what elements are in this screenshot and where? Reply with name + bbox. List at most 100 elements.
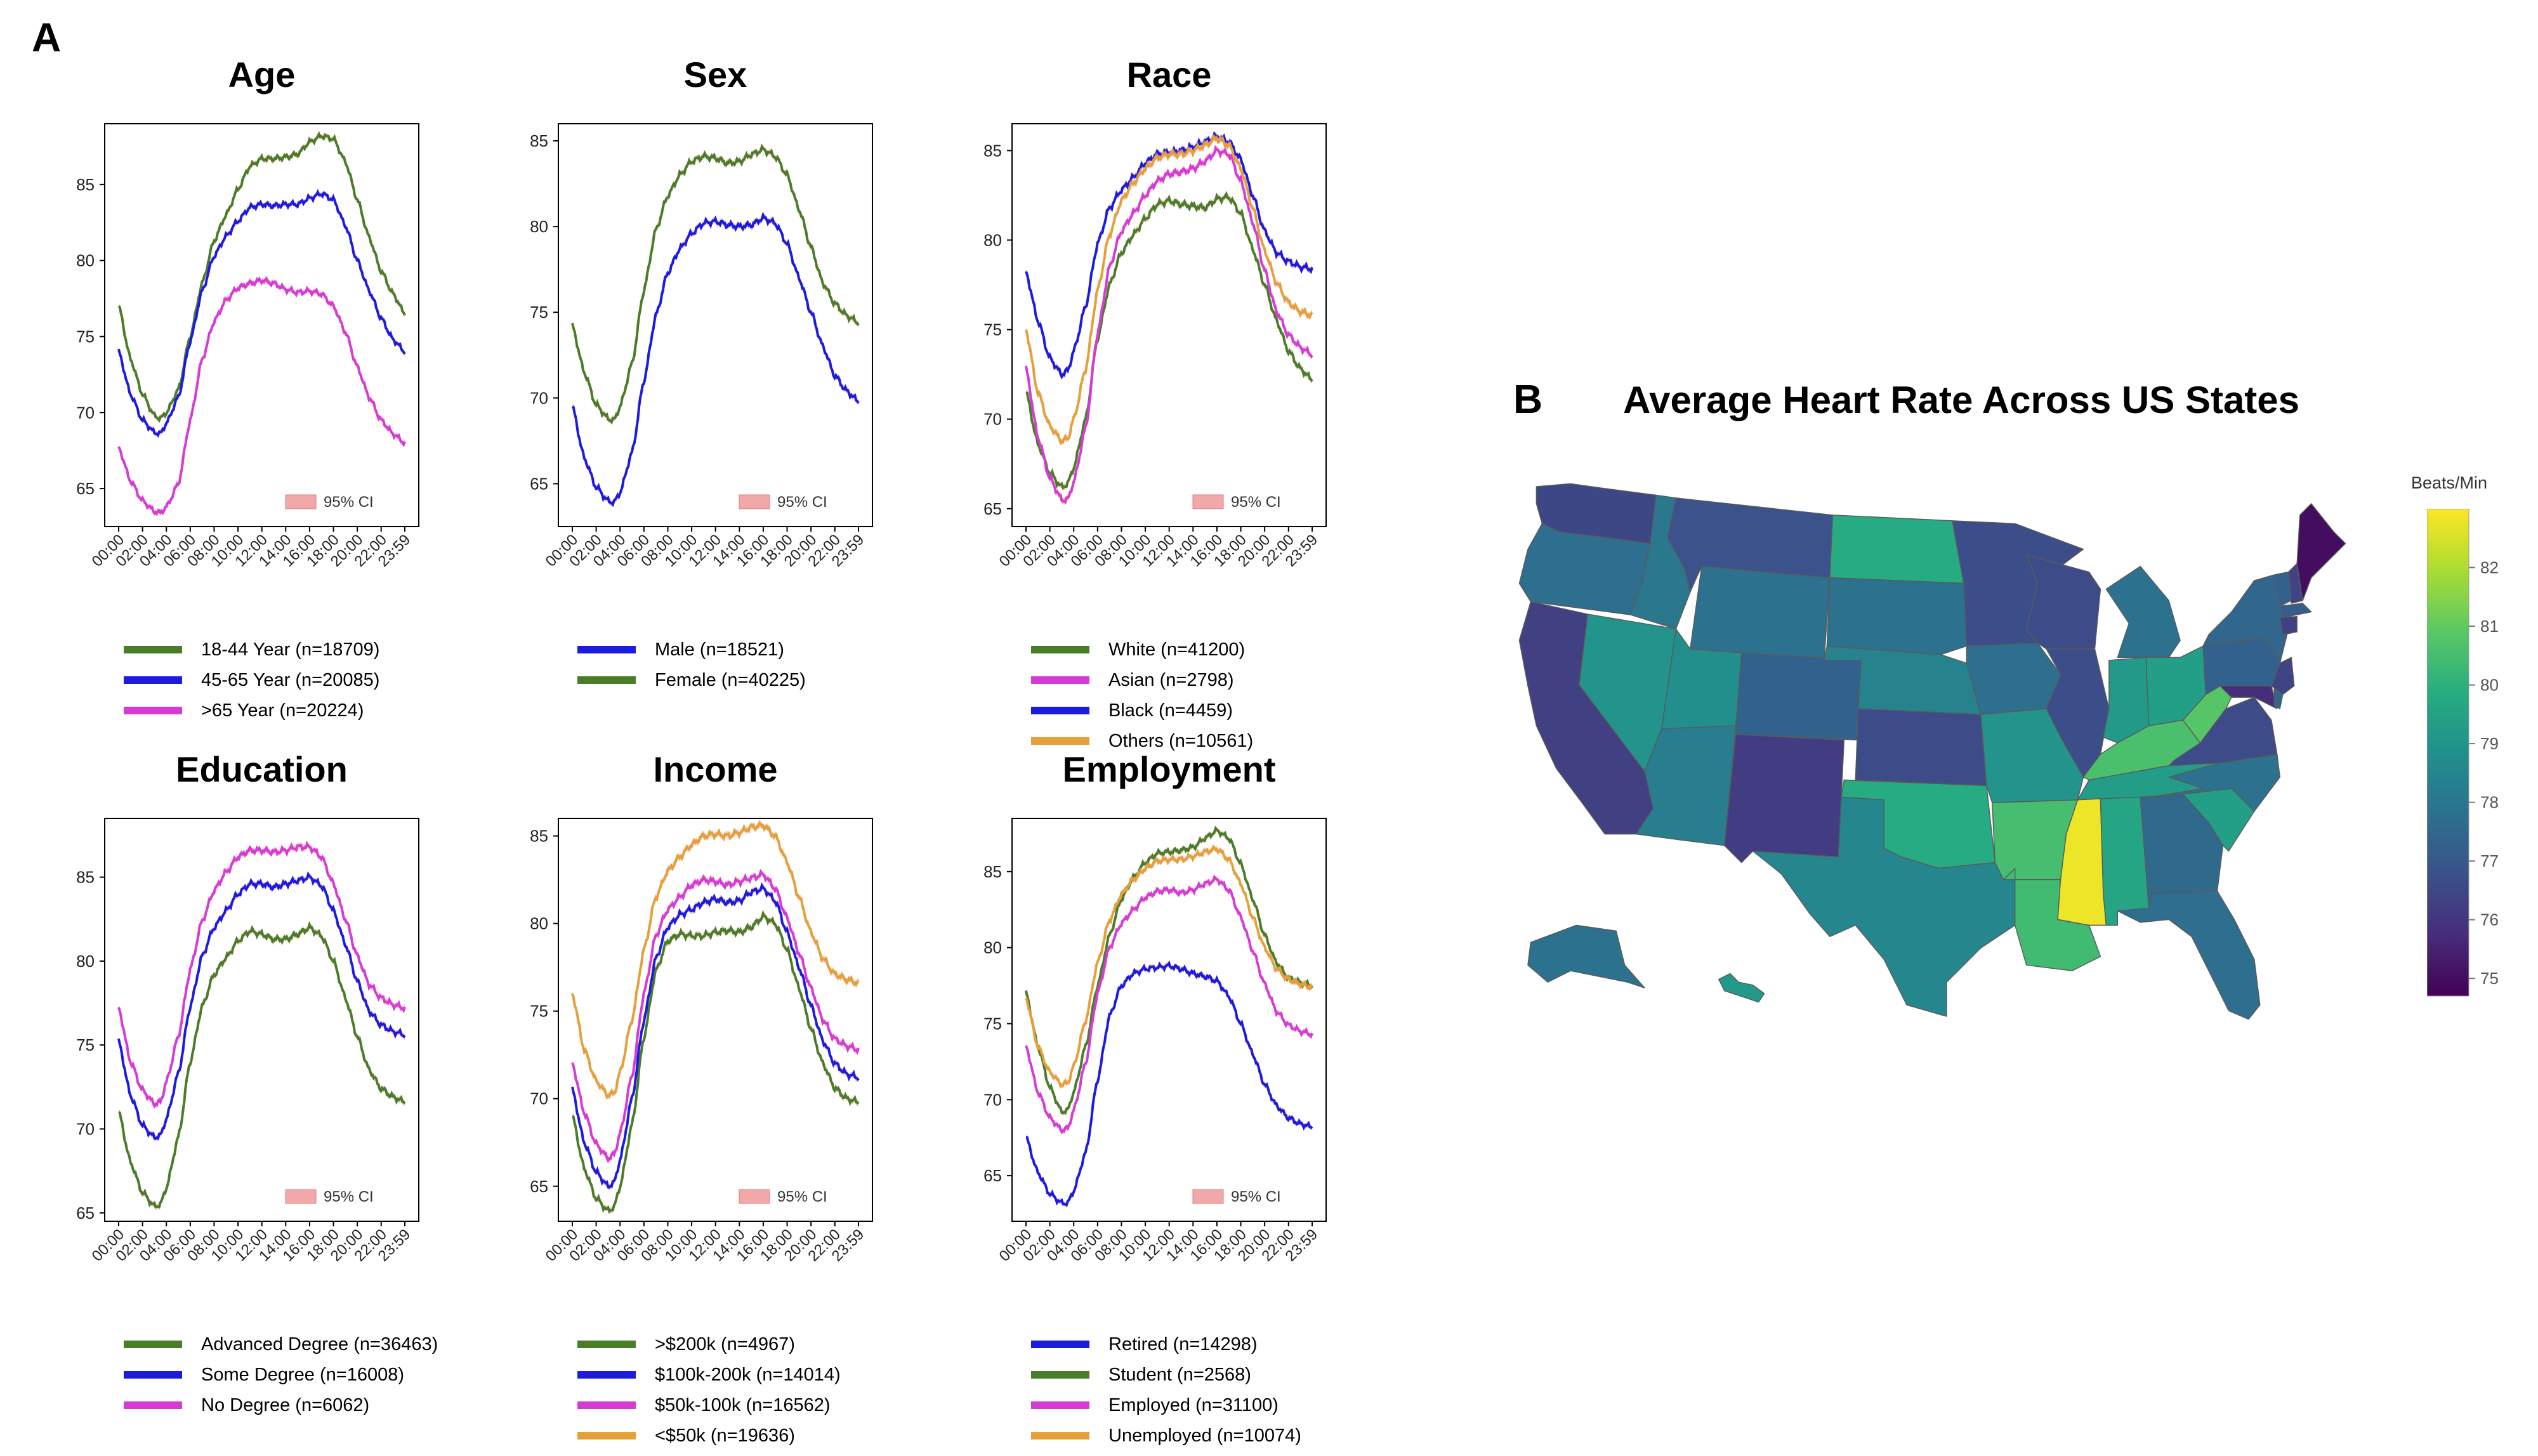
legend-item: >$200k (n=4967) bbox=[577, 1329, 841, 1360]
series-line bbox=[117, 871, 406, 1141]
plot-area: 657075808500:0002:0004:0006:0008:0010:00… bbox=[530, 123, 873, 570]
legend-item: >65 Year (n=20224) bbox=[124, 695, 379, 726]
state-ma[interactable] bbox=[2279, 603, 2312, 619]
y-tick: 70 bbox=[76, 403, 105, 422]
chart-income: Income 65 70 75 80 85 00:00 02:00 04:00 06:00 08:0… bbox=[476, 749, 955, 1456]
state-sd[interactable] bbox=[1826, 577, 1968, 655]
y-tick: 85 bbox=[983, 141, 1012, 160]
legend-item: 45-65 Year (n=20085) bbox=[124, 665, 379, 695]
svg-text:95% CI: 95% CI bbox=[324, 494, 374, 511]
state-me[interactable] bbox=[2296, 503, 2346, 601]
svg-text:95% CI: 95% CI bbox=[1231, 494, 1281, 511]
plot-frame bbox=[558, 123, 873, 527]
plot-area: 657075808500:0002:0004:0006:0008:0010:00… bbox=[76, 818, 419, 1265]
state-wy[interactable] bbox=[1690, 565, 1831, 661]
series-line bbox=[117, 131, 406, 423]
state-ct[interactable] bbox=[2279, 615, 2298, 636]
y-tick: 65 bbox=[983, 1166, 1012, 1185]
svg-text:76: 76 bbox=[2480, 910, 2499, 929]
state-tx[interactable] bbox=[1752, 796, 2016, 1017]
legend-swatch bbox=[577, 1432, 636, 1440]
plot-frame bbox=[104, 818, 419, 1222]
colorbar-tick: 82 bbox=[2469, 558, 2499, 577]
chart-title: Race bbox=[1126, 55, 1212, 95]
state-hi[interactable] bbox=[1718, 973, 1765, 1003]
svg-text:77: 77 bbox=[2480, 851, 2499, 870]
y-tick: 80 bbox=[530, 914, 558, 933]
state-nj[interactable] bbox=[2271, 657, 2295, 695]
svg-text:80: 80 bbox=[983, 938, 1002, 957]
state-nd[interactable] bbox=[1829, 515, 1964, 584]
svg-text:65: 65 bbox=[530, 474, 548, 493]
state-de[interactable] bbox=[2273, 688, 2284, 709]
legend-item: $100k-200k (n=14014) bbox=[577, 1360, 841, 1390]
plot-frame bbox=[1011, 123, 1327, 527]
legend-label: White (n=41200) bbox=[1108, 639, 1246, 660]
state-az[interactable] bbox=[1635, 725, 1737, 846]
colorbar: 82 81 80 79 78 77 76 75 bbox=[2426, 508, 2499, 997]
svg-text:80: 80 bbox=[983, 230, 1002, 249]
svg-text:95% CI: 95% CI bbox=[1231, 1188, 1281, 1205]
state-mi[interactable] bbox=[2105, 565, 2181, 659]
legend-swatch bbox=[124, 1401, 182, 1409]
chart-education: EducationAverage HR (bpm)657075808500:00… bbox=[22, 749, 501, 1456]
y-tick: 75 bbox=[983, 1014, 1012, 1033]
panel-label-a: A bbox=[32, 15, 62, 60]
legend-item: Black (n=4459) bbox=[1031, 695, 1253, 726]
y-tick: 80 bbox=[76, 952, 105, 971]
svg-text:80: 80 bbox=[76, 952, 95, 971]
legend: White (n=41200) Asian (n=2798) Black (n=44… bbox=[1031, 634, 1253, 756]
svg-text:70: 70 bbox=[76, 403, 95, 422]
svg-text:75: 75 bbox=[530, 1002, 548, 1021]
y-tick: 80 bbox=[983, 938, 1012, 957]
svg-text:80: 80 bbox=[76, 251, 95, 270]
svg-text:79: 79 bbox=[2480, 734, 2499, 753]
legend-item: Female (n=40225) bbox=[577, 665, 806, 695]
chart-title: Age bbox=[228, 55, 296, 95]
legend-item: 18-44 Year (n=18709) bbox=[124, 634, 379, 665]
series-line bbox=[1025, 825, 1313, 1115]
svg-text:70: 70 bbox=[983, 410, 1002, 429]
y-tick: 85 bbox=[530, 131, 558, 150]
state-ak[interactable] bbox=[1527, 924, 1645, 988]
y-tick: 70 bbox=[530, 388, 558, 407]
legend: Male (n=18521) Female (n=40225) bbox=[577, 634, 806, 695]
legend-item: Some Degree (n=16008) bbox=[124, 1360, 438, 1390]
state-ks[interactable] bbox=[1855, 708, 1987, 787]
legend-label: 45-65 Year (n=20085) bbox=[201, 669, 380, 690]
ci-legend: 95% CI bbox=[1192, 1188, 1281, 1205]
svg-text:78: 78 bbox=[2480, 793, 2499, 812]
y-tick: 65 bbox=[76, 479, 105, 498]
state-co[interactable] bbox=[1735, 652, 1862, 741]
state-nm[interactable] bbox=[1724, 733, 1845, 863]
svg-text:95% CI: 95% CI bbox=[777, 494, 827, 511]
state-ia[interactable] bbox=[1966, 643, 2061, 715]
plot-frame bbox=[104, 123, 419, 527]
chart-race: Race 65 70 75 80 85 00:00 02:00 04:00 06:00 08:00 1… bbox=[930, 54, 1409, 761]
legend-item: Advanced Degree (n=36463) bbox=[124, 1329, 438, 1360]
plot-area: 657075808500:0002:0004:0006:0008:0010:00… bbox=[983, 818, 1327, 1265]
legend-label: Student (n=2568) bbox=[1108, 1364, 1251, 1385]
legend-item: Employed (n=31100) bbox=[1031, 1390, 1301, 1420]
legend-swatch bbox=[1031, 707, 1089, 714]
legend-label: Advanced Degree (n=36463) bbox=[201, 1334, 438, 1354]
state-wi[interactable] bbox=[2025, 554, 2101, 650]
legend-swatch bbox=[124, 646, 182, 653]
svg-text:70: 70 bbox=[530, 388, 548, 407]
svg-text:75: 75 bbox=[530, 303, 548, 322]
svg-text:85: 85 bbox=[530, 827, 548, 846]
svg-text:70: 70 bbox=[983, 1090, 1002, 1109]
legend: >$200k (n=4967) $100k-200k (n=14014) $50k-… bbox=[577, 1329, 841, 1451]
legend-swatch bbox=[1031, 646, 1089, 653]
svg-text:81: 81 bbox=[2480, 617, 2499, 636]
plot-area: 657075808500:0002:0004:0006:0008:0010:00… bbox=[983, 123, 1327, 570]
state-fl[interactable] bbox=[2117, 890, 2261, 1020]
series-line bbox=[571, 143, 860, 425]
legend-swatch bbox=[577, 646, 636, 653]
legend-swatch bbox=[1031, 1341, 1089, 1348]
state-md[interactable] bbox=[2219, 685, 2278, 709]
colorbar-tick: 77 bbox=[2469, 851, 2499, 870]
legend-swatch bbox=[1031, 1432, 1089, 1440]
y-tick: 85 bbox=[530, 827, 558, 846]
plot-area: 657075808500:0002:0004:0006:0008:0010:00… bbox=[76, 123, 419, 570]
